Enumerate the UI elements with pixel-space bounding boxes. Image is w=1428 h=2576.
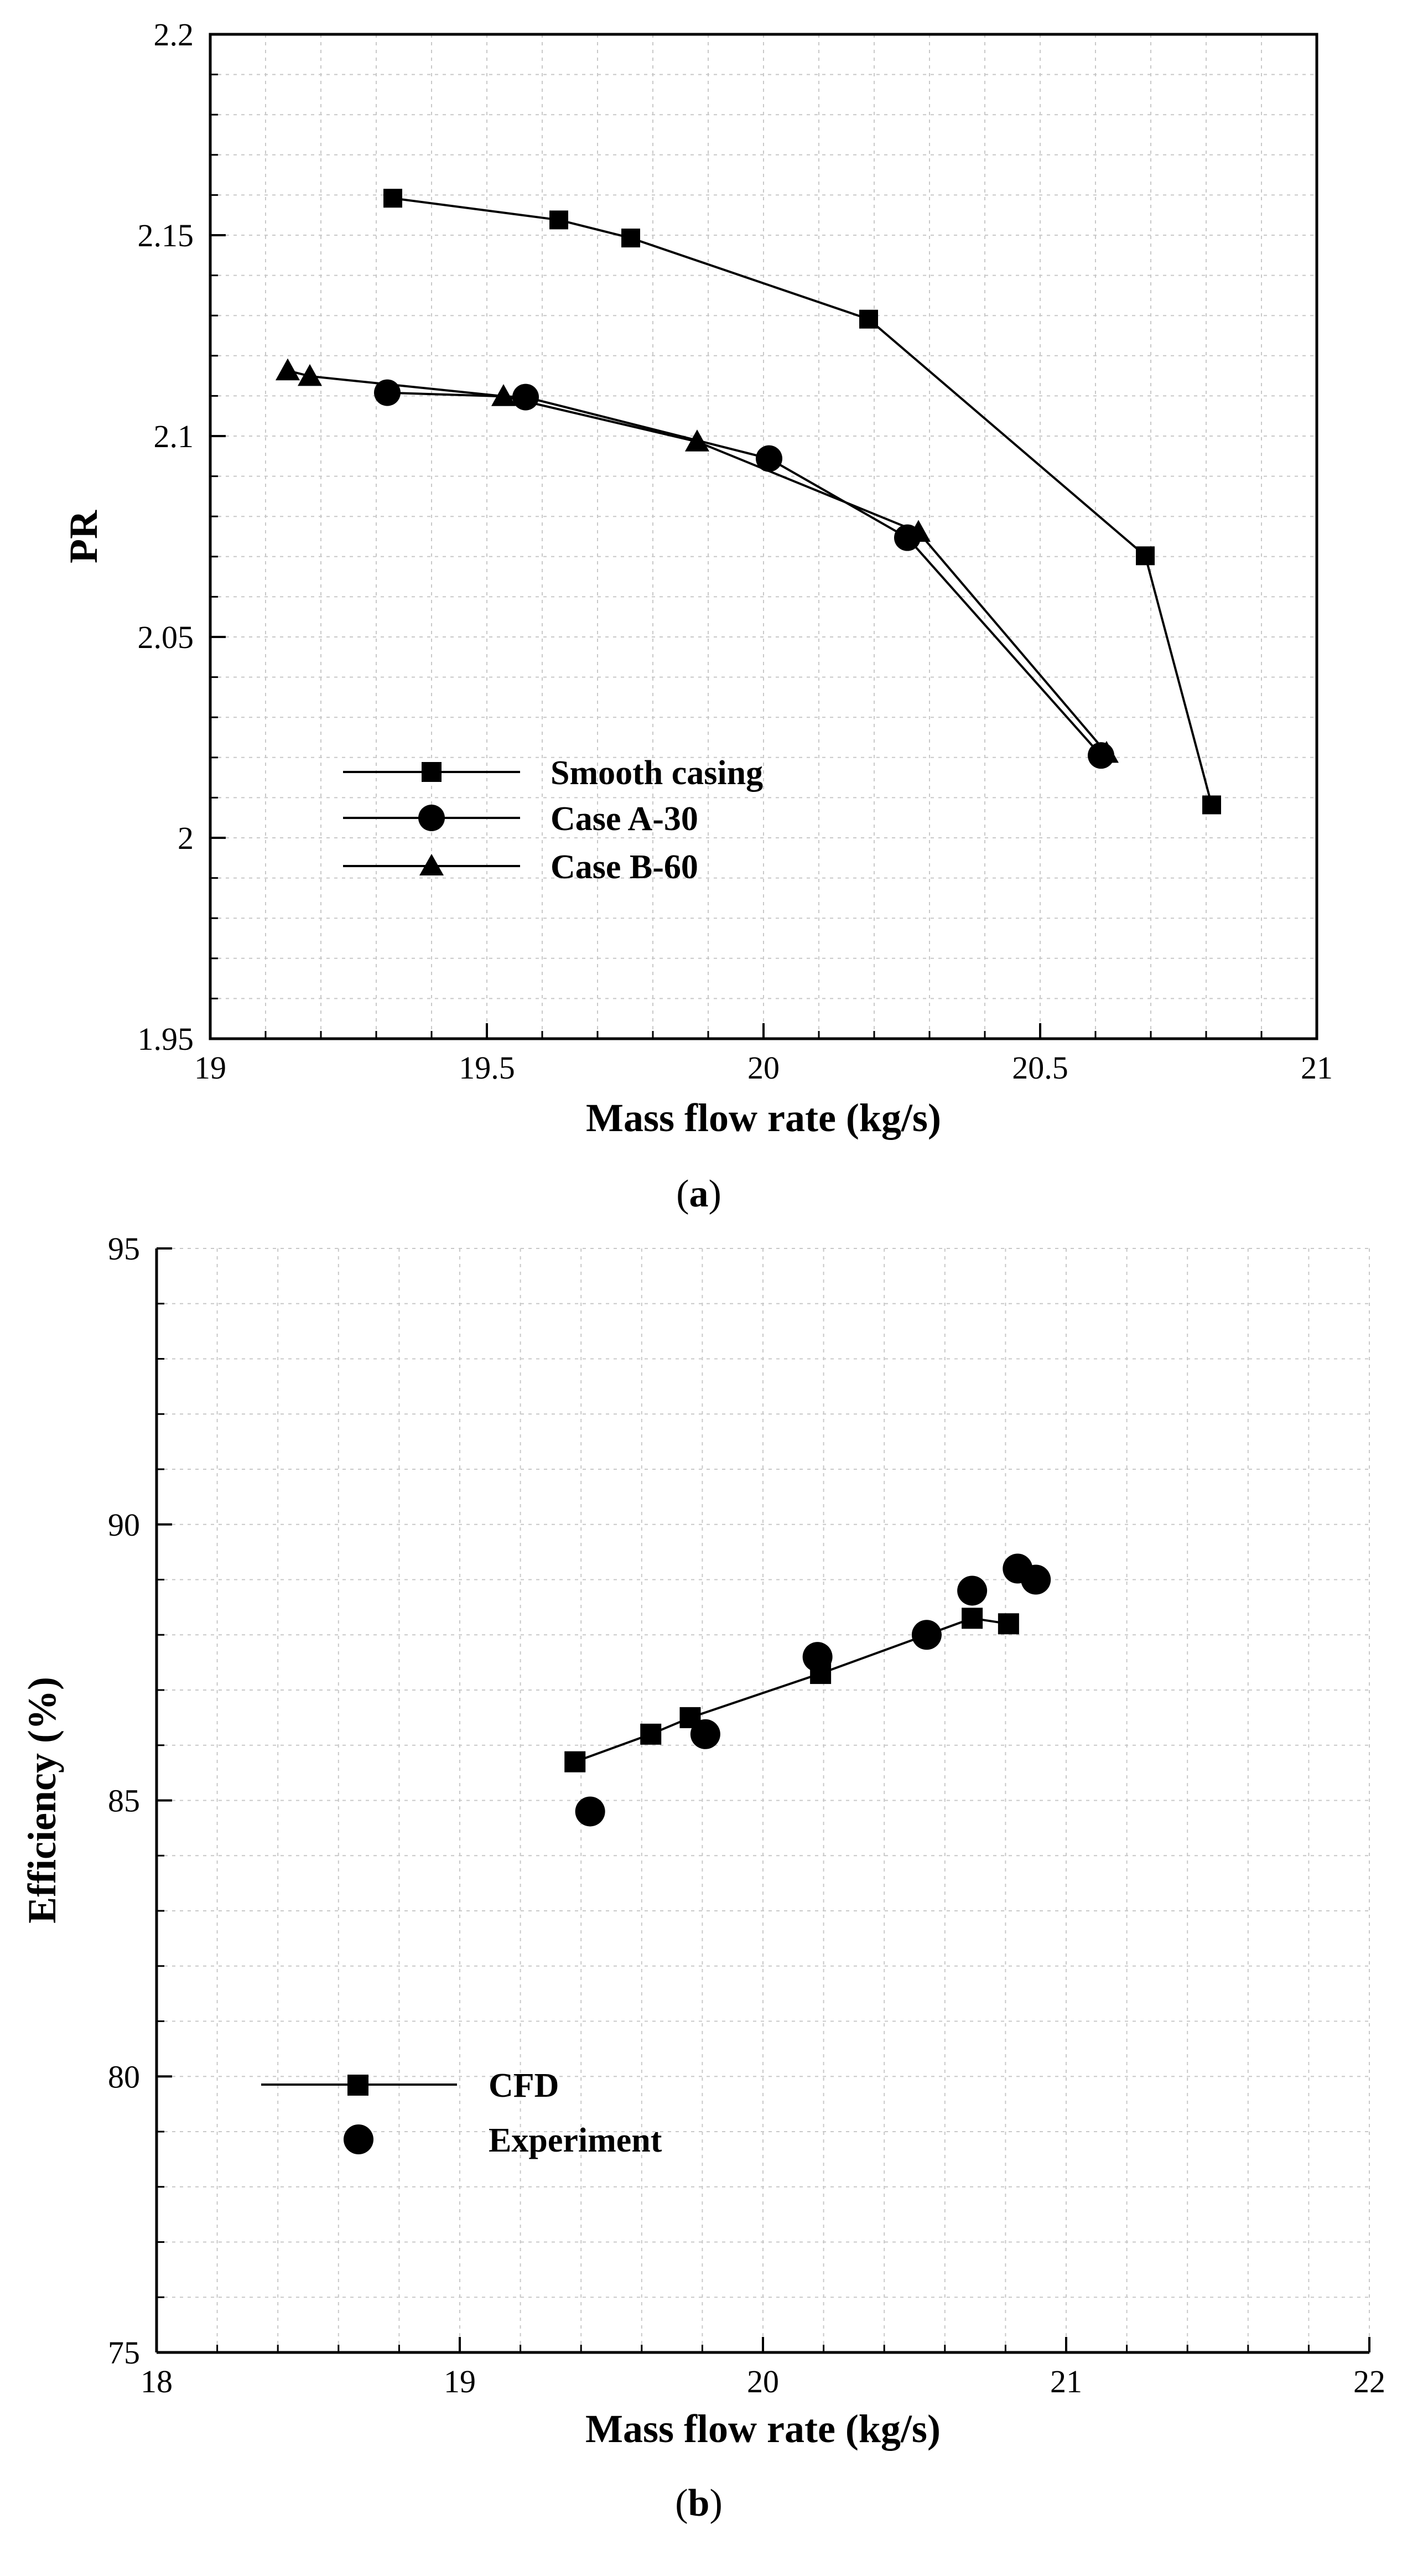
data-point-case-b-60	[298, 364, 322, 386]
series-smooth-casing	[383, 189, 1221, 815]
y-tick-label: 75	[108, 2335, 140, 2371]
y-tick-label: 1.95	[138, 1021, 194, 1057]
y-axis-title-b: Efficiency (%)	[20, 1677, 64, 1924]
data-point-experiment	[690, 1719, 720, 1749]
data-point-case-b-60	[1094, 740, 1119, 763]
grid-b	[157, 1248, 1370, 2352]
series-case-a-30	[374, 379, 1114, 769]
x-tick-label: 20.5	[1012, 1050, 1068, 1086]
series-case-b-60	[276, 358, 1119, 763]
x-tick-label: 21	[1301, 1050, 1333, 1086]
data-point-smooth-casing	[383, 189, 402, 208]
panel-caption-a: (a)	[676, 1173, 721, 1215]
grid-a	[210, 34, 1317, 1039]
data-point-case-b-60	[906, 520, 931, 542]
legend-label-experiment: Experiment	[489, 2122, 662, 2159]
y-tick-label: 2.1	[154, 418, 194, 454]
series-line-case-a-30	[387, 391, 1102, 756]
y-tick-label: 85	[108, 1783, 140, 1819]
legend-b: CFD Experiment	[261, 2067, 662, 2159]
chart-panel-b: 18 19 20 21 22 75 80 85 90 95 Efficiency (%) Mass…	[20, 1231, 1385, 2525]
x-tick-label: 19	[194, 1050, 226, 1086]
x-tick-label: 21	[1050, 2364, 1082, 2399]
data-point-smooth-casing	[859, 309, 878, 329]
y-tick-label: 2.15	[138, 217, 194, 253]
legend-marker-circle	[418, 805, 445, 831]
data-point-case-b-60	[685, 429, 709, 452]
caption-b-open: (	[675, 2482, 688, 2525]
series-line-smooth-casing	[392, 197, 1213, 805]
legend-entry-cfd: CFD	[261, 2067, 559, 2105]
caption-b-letter: b	[688, 2482, 710, 2525]
x-tick-label: 20	[747, 2364, 779, 2399]
legend-entry-case-b-60: Case B-60	[343, 848, 698, 886]
data-point-case-a-30	[512, 383, 539, 411]
data-point-experiment	[575, 1796, 605, 1827]
x-axis-title-a: Mass flow rate (kg/s)	[586, 1096, 941, 1140]
y-tick-label: 2.2	[154, 17, 194, 53]
data-point-experiment	[957, 1575, 988, 1606]
x-tick-label: 20	[747, 1050, 780, 1086]
x-tick-label: 18	[141, 2364, 173, 2399]
legend-marker-square	[347, 2075, 368, 2096]
caption-a-letter: a	[689, 1173, 709, 1215]
legend-entry-experiment: Experiment	[344, 2122, 662, 2159]
x-tick-label: 19	[444, 2364, 476, 2399]
series-experiment	[575, 1553, 1051, 1827]
data-point-experiment	[1021, 1564, 1051, 1595]
y-axis-title-a: PR	[61, 510, 106, 563]
chart-panel-a: 19 19.5 20 20.5 21 1.95 2 2.05 2.1 2.15 2.2 PR Mas…	[61, 17, 1333, 1215]
ticks-b: 18 19 20 21 22 75 80 85 90 95	[108, 1231, 1385, 2399]
y-tick-label: 80	[108, 2059, 140, 2095]
data-point-case-a-30	[756, 445, 782, 472]
data-point-smooth-casing	[621, 229, 640, 248]
ticks-a: 19 19.5 20 20.5 21 1.95 2 2.05 2.1 2.15 2.2	[138, 17, 1333, 1086]
data-point-experiment	[802, 1642, 833, 1672]
legend-a: Smooth casing Case A-30 Case B-60	[343, 754, 763, 886]
data-point-smooth-casing	[549, 210, 568, 230]
caption-a-close: )	[709, 1173, 721, 1215]
legend-marker-square	[422, 762, 442, 782]
x-tick-label: 19.5	[459, 1050, 515, 1086]
legend-label-smooth-casing: Smooth casing	[551, 754, 763, 792]
series-a	[276, 189, 1221, 815]
legend-label-cfd: CFD	[489, 2067, 559, 2105]
y-tick-label: 2.05	[138, 619, 194, 655]
data-point-smooth-casing	[1136, 546, 1155, 566]
legend-marker-circle	[344, 2124, 373, 2154]
y-tick-label: 90	[108, 1507, 140, 1543]
caption-a-open: (	[676, 1173, 689, 1215]
legend-label-case-a-30: Case A-30	[551, 800, 698, 838]
x-axis-title-b: Mass flow rate (kg/s)	[585, 2407, 941, 2451]
data-point-cfd	[564, 1751, 586, 1772]
x-tick-label: 22	[1353, 2364, 1385, 2399]
legend-entry-case-a-30: Case A-30	[343, 800, 698, 838]
series-line-case-b-60	[287, 369, 1108, 754]
panel-caption-b: (b)	[675, 2482, 723, 2525]
data-point-cfd	[962, 1608, 983, 1629]
data-point-cfd	[640, 1723, 662, 1745]
data-point-experiment	[911, 1620, 942, 1650]
y-tick-label: 2	[178, 820, 194, 856]
data-point-case-b-60	[276, 358, 300, 381]
legend-entry-smooth-casing: Smooth casing	[343, 754, 763, 792]
y-tick-label: 95	[108, 1231, 140, 1267]
legend-label-case-b-60: Case B-60	[551, 848, 698, 886]
caption-b-close: )	[709, 2482, 722, 2525]
series-b	[564, 1553, 1051, 1827]
data-point-case-b-60	[491, 384, 516, 406]
legend-marker-triangle	[419, 854, 444, 875]
data-point-cfd	[998, 1613, 1019, 1635]
data-point-smooth-casing	[1202, 795, 1221, 815]
